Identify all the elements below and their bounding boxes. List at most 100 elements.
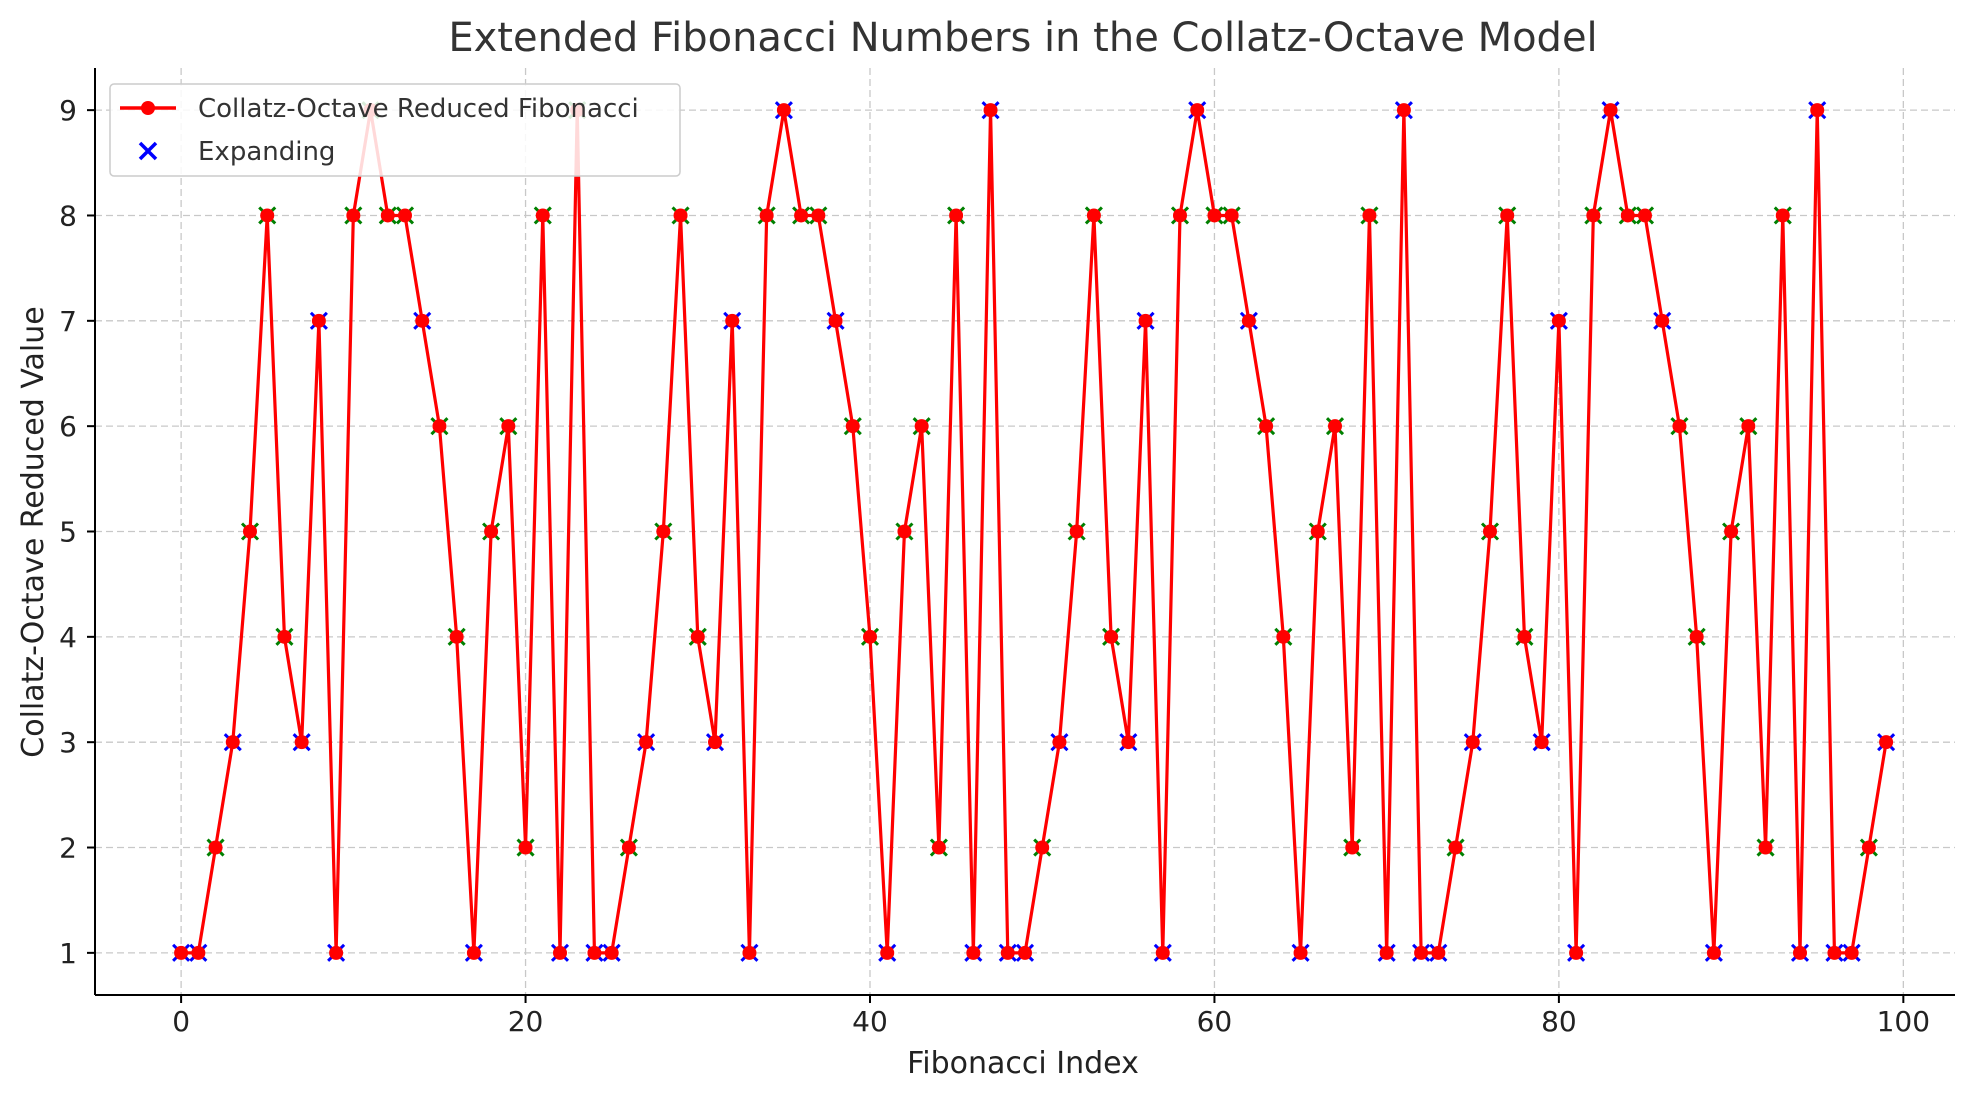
- data-point: [277, 629, 292, 644]
- series-line-reduced-fibonacci: [181, 108, 1888, 955]
- data-point: [1018, 945, 1032, 960]
- data-point: [1483, 524, 1497, 539]
- data-point: [1706, 945, 1721, 960]
- data-point: [466, 945, 481, 960]
- data-point: [1861, 840, 1876, 855]
- data-point: [415, 313, 430, 328]
- data-point: [914, 419, 929, 434]
- data-point: [294, 735, 309, 750]
- x-tick-label: 60: [1197, 1005, 1233, 1038]
- data-point: [380, 208, 395, 223]
- series-layer: [172, 101, 1896, 962]
- data-point: [949, 208, 964, 223]
- data-point: [587, 945, 602, 960]
- y-tick-label: 7: [59, 305, 77, 338]
- data-point: [725, 313, 740, 328]
- data-point: [329, 945, 344, 960]
- data-point: [1724, 524, 1739, 539]
- y-tick-label: 3: [59, 726, 77, 759]
- data-point: [897, 524, 912, 539]
- data-point: [243, 524, 257, 539]
- data-point: [1121, 735, 1136, 750]
- data-point: [1465, 735, 1480, 750]
- data-point: [311, 313, 326, 328]
- data-point: [983, 103, 998, 118]
- data-point: [742, 945, 757, 960]
- data-point: [794, 208, 809, 223]
- data-point: [501, 419, 516, 434]
- data-point: [690, 629, 705, 644]
- legend: Collatz-Octave Reduced Fibonacci Expandi…: [109, 83, 681, 177]
- legend-box: [109, 83, 681, 177]
- data-point: [656, 524, 671, 539]
- data-point: [1775, 208, 1790, 223]
- y-axis-label: Collatz-Octave Reduced Value: [16, 306, 51, 757]
- data-point: [1655, 313, 1670, 328]
- data-point: [1362, 208, 1377, 223]
- data-point: [604, 945, 619, 960]
- legend-marker-swatch: [141, 101, 155, 115]
- x-tick-label: 100: [1877, 1005, 1930, 1038]
- x-axis-label: Fibonacci Index: [907, 1046, 1139, 1081]
- data-point: [1672, 419, 1687, 434]
- data-point: [863, 629, 877, 644]
- y-tick-label: 5: [59, 516, 77, 549]
- data-point: [1259, 419, 1274, 434]
- data-point: [1414, 945, 1429, 960]
- data-point: [828, 313, 843, 328]
- data-point: [1173, 208, 1187, 223]
- data-point: [621, 840, 636, 855]
- data-point: [1517, 629, 1532, 644]
- data-point: [1569, 945, 1584, 960]
- data-point: [535, 208, 550, 223]
- y-tick-label: 4: [59, 621, 77, 654]
- data-point: [1689, 629, 1704, 644]
- data-point: [931, 840, 946, 855]
- data-point: [553, 945, 567, 960]
- x-tick-label: 20: [508, 1005, 544, 1038]
- data-point: [1035, 840, 1050, 855]
- data-point: [1603, 103, 1618, 118]
- data-point: [1448, 840, 1463, 855]
- data-point: [1638, 208, 1652, 223]
- data-point: [845, 419, 860, 434]
- data-point: [1138, 313, 1153, 328]
- data-point: [1586, 208, 1601, 223]
- data-point: [174, 945, 189, 960]
- y-tick-label: 8: [59, 199, 77, 232]
- y-tick-label: 2: [59, 832, 77, 865]
- data-point: [1793, 945, 1807, 960]
- data-point: [1827, 945, 1842, 960]
- y-tick-label: 1: [59, 937, 77, 970]
- data-point: [1104, 629, 1119, 644]
- data-point: [484, 524, 499, 539]
- data-point: [449, 629, 464, 644]
- x-tick-label: 40: [852, 1005, 888, 1038]
- data-point: [1431, 945, 1446, 960]
- data-point: [1500, 208, 1515, 223]
- data-point: [1758, 840, 1773, 855]
- data-point: [1879, 735, 1894, 750]
- data-point: [1069, 524, 1084, 539]
- data-point: [759, 208, 774, 223]
- data-point: [1000, 945, 1015, 960]
- axis-ticks: 0 20 40 60 80 100 1 2 3 4 5 6 7 8 9: [59, 94, 1930, 1038]
- data-point: [1190, 103, 1205, 118]
- data-point: [432, 419, 447, 434]
- data-point: [225, 735, 240, 750]
- data-point: [518, 840, 533, 855]
- data-point: [260, 208, 275, 223]
- data-point: [1052, 735, 1067, 750]
- data-point: [1810, 103, 1825, 118]
- data-point: [1844, 945, 1859, 960]
- data-point: [1207, 208, 1222, 223]
- data-point: [1293, 945, 1308, 960]
- data-point: [1620, 208, 1635, 223]
- data-point: [346, 208, 361, 223]
- data-point: [1396, 103, 1411, 118]
- data-point: [1534, 735, 1549, 750]
- data-point: [1741, 419, 1756, 434]
- data-point: [639, 735, 654, 750]
- data-point: [1310, 524, 1325, 539]
